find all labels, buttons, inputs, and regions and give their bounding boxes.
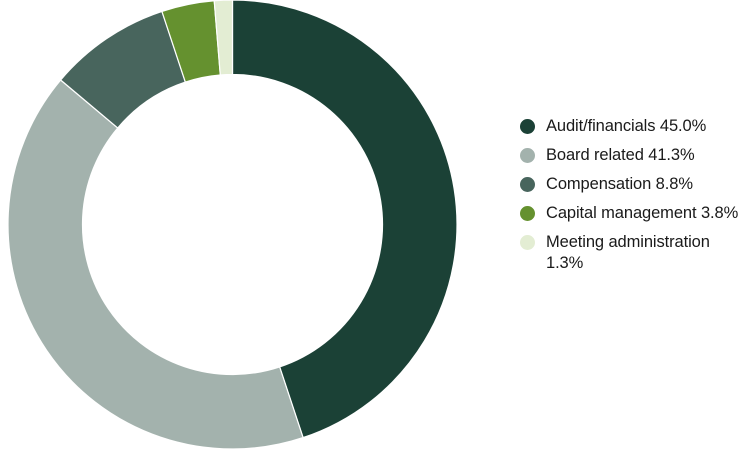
legend-item-board-related: Board related 41.3% — [520, 145, 750, 166]
legend-item-meeting-administration: Meeting administration 1.3% — [520, 232, 750, 274]
legend-swatch-icon — [520, 206, 535, 221]
legend-item-audit-financials: Audit/financials 45.0% — [520, 116, 750, 137]
legend-item-capital-management: Capital management 3.8% — [520, 203, 750, 224]
donut-slice-board-related — [7, 79, 304, 450]
legend-swatch-icon — [520, 235, 535, 250]
legend-swatch-icon — [520, 148, 535, 163]
legend-swatch-icon — [520, 119, 535, 134]
chart-legend: Audit/financials 45.0% Board related 41.… — [520, 116, 750, 282]
donut-chart — [7, 0, 458, 450]
legend-item-compensation: Compensation 8.8% — [520, 174, 750, 195]
donut-slices — [7, 0, 458, 450]
legend-swatch-icon — [520, 177, 535, 192]
legend-label: Capital management 3.8% — [546, 204, 739, 222]
legend-label: Board related 41.3% — [546, 146, 695, 164]
legend-label: Compensation 8.8% — [546, 175, 693, 193]
donut-slice-audit-financials — [231, 0, 458, 439]
legend-label: Audit/financials 45.0% — [546, 117, 707, 135]
donut-slice-meeting-administration — [213, 0, 234, 76]
legend-label: Meeting administration 1.3% — [546, 233, 710, 272]
